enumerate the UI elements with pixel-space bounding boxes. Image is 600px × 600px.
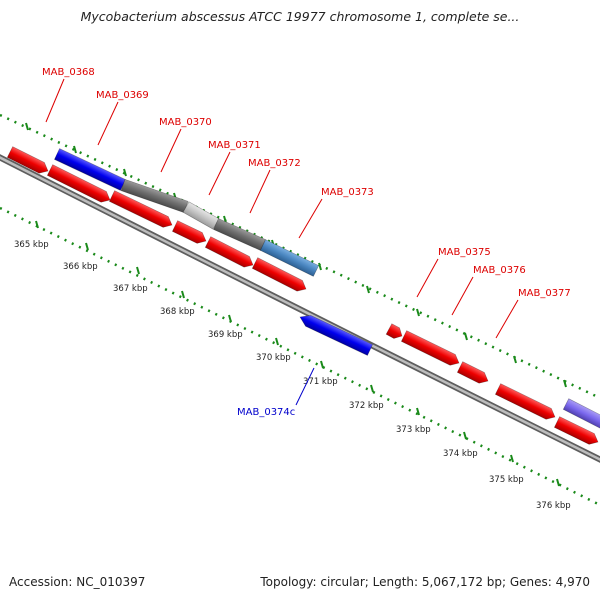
gene-label[interactable]: MAB_0377	[518, 288, 571, 299]
inner-major-tick	[85, 242, 89, 251]
gene-mab-0368[interactable]	[6, 146, 50, 177]
gene-mab-0369[interactable]	[54, 148, 126, 191]
outer-major-tick	[25, 122, 29, 131]
gene-label[interactable]: MAB_0372	[248, 158, 301, 169]
gene-mab-0374c[interactable]	[297, 312, 373, 356]
gene-row2-a[interactable]	[46, 164, 112, 206]
outer-major-tick	[73, 145, 77, 154]
genome-stats-text: Topology: circular; Length: 5,067,172 bp…	[260, 575, 590, 589]
outer-major-tick	[416, 308, 420, 317]
gene-mab-0371[interactable]	[182, 201, 220, 230]
kbp-label: 372 kbp	[349, 401, 384, 411]
map-title: Mycobacterium abscessus ATCC 19977 chrom…	[80, 9, 520, 24]
gene-label[interactable]: MAB_0371	[208, 140, 261, 151]
gene-label-leader	[495, 299, 519, 339]
backbone-strand-inner	[0, 156, 600, 461]
inner-major-tick	[556, 478, 560, 487]
gene-label-leader	[160, 128, 182, 173]
gene-row2-d[interactable]	[204, 236, 255, 271]
gene-label-leader	[249, 169, 271, 214]
gene-label-leader	[45, 78, 65, 123]
kbp-label: 371 kbp	[303, 377, 338, 387]
inner-major-tick	[463, 431, 467, 440]
kbp-label: 374 kbp	[443, 449, 478, 459]
inner-major-tick	[136, 266, 140, 275]
inner-major-tick	[320, 360, 324, 369]
inner-major-tick	[35, 220, 39, 229]
kbp-label: 376 kbp	[536, 501, 571, 511]
outer-major-tick	[563, 379, 567, 388]
outer-major-tick	[318, 262, 322, 271]
inner-tick-ring	[0, 206, 600, 507]
gene-label-leader	[451, 276, 474, 316]
gene-row2-b[interactable]	[108, 190, 174, 231]
gene-label[interactable]: MAB_0370	[159, 117, 212, 128]
outer-major-tick	[366, 285, 370, 294]
gene-label[interactable]: MAB_0375	[438, 247, 491, 258]
kbp-label: 369 kbp	[208, 330, 243, 340]
kbp-label: 370 kbp	[256, 353, 291, 363]
gene-label[interactable]: MAB_0376	[473, 265, 526, 276]
inner-major-tick	[416, 407, 420, 416]
gene-purple-edge[interactable]	[562, 398, 600, 430]
gene-label[interactable]: MAB_0369	[96, 90, 149, 101]
kbp-label: 368 kbp	[160, 307, 195, 317]
gene-label[interactable]: MAB_0368	[42, 67, 95, 78]
outer-major-tick	[513, 355, 517, 364]
gene-label-leader	[208, 151, 231, 196]
kbp-label: 375 kbp	[489, 475, 524, 485]
gene-row2-c[interactable]	[171, 220, 208, 247]
kbp-label: 367 kbp	[113, 284, 148, 294]
kbp-label: 373 kbp	[396, 425, 431, 435]
inner-major-tick	[275, 337, 279, 346]
gene-label[interactable]: MAB_0373	[321, 187, 374, 198]
outer-major-tick	[464, 332, 468, 341]
gene-mab-0376[interactable]	[456, 361, 490, 387]
inner-major-tick	[510, 454, 514, 463]
gene-label-reverse[interactable]: MAB_0374c	[237, 407, 295, 418]
inner-major-tick	[181, 290, 185, 299]
gene-mab-0377[interactable]	[494, 383, 557, 423]
gene-mab-0375[interactable]	[400, 330, 461, 369]
gene-label-leader	[416, 258, 439, 298]
kbp-label: 366 kbp	[63, 262, 98, 272]
gene-label-leader	[97, 101, 119, 146]
inner-major-tick	[228, 314, 232, 323]
accession-text: Accession: NC_010397	[9, 575, 146, 589]
gene-row2-e[interactable]	[251, 257, 308, 295]
gene-mab-0373[interactable]	[259, 239, 320, 277]
gene-label-leader	[298, 198, 323, 239]
gene-row2-f[interactable]	[553, 416, 600, 448]
kbp-label: 365 kbp	[14, 240, 49, 250]
gene-label-leader	[295, 367, 315, 406]
inner-major-tick	[370, 384, 374, 393]
outer-major-tick	[123, 168, 127, 177]
gene-mab-0374-fragment[interactable]	[385, 323, 405, 342]
